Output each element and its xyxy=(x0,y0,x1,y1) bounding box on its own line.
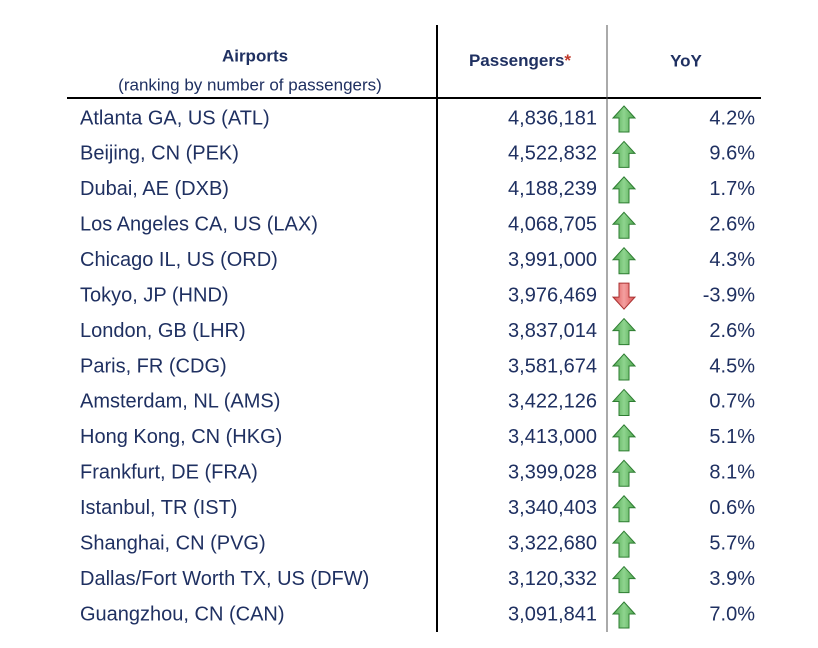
airport-name: Los Angeles CA, US (LAX) xyxy=(80,214,318,236)
passengers: 4,522,832 xyxy=(508,143,597,165)
passengers: 3,991,000 xyxy=(508,249,597,271)
yoy: 7.0% xyxy=(709,603,755,625)
yoy: 1.7% xyxy=(709,178,755,200)
header-passengers-text: Passengers xyxy=(469,51,564,70)
airport-name: Beijing, CN (PEK) xyxy=(80,143,239,165)
airport-name: Hong Kong, CN (HKG) xyxy=(80,426,282,448)
airport-name: Frankfurt, DE (FRA) xyxy=(80,462,258,484)
airport-name: Paris, FR (CDG) xyxy=(80,355,227,377)
airport-name: Atlanta GA, US (ATL) xyxy=(80,107,270,129)
header-airports-note: (ranking by number of passengers) xyxy=(118,75,382,94)
arrow-up xyxy=(611,211,637,239)
airport-name: Dubai, AE (DXB) xyxy=(80,178,229,200)
passengers: 3,413,000 xyxy=(508,426,597,448)
yoy: -3.9% xyxy=(703,284,755,306)
passengers: 3,322,680 xyxy=(508,532,597,554)
arrow-up xyxy=(611,176,637,204)
header-airports: Airports xyxy=(222,46,288,65)
yoy: 3.9% xyxy=(709,568,755,590)
arrow-down xyxy=(611,282,637,310)
airport-name: Tokyo, JP (HND) xyxy=(80,284,229,306)
arrow-up xyxy=(611,246,637,275)
arrow-up xyxy=(611,459,637,487)
passengers: 3,120,332 xyxy=(508,568,597,590)
arrow-up xyxy=(611,317,637,346)
airport-name: Guangzhou, CN (CAN) xyxy=(80,603,285,625)
passengers: 3,581,674 xyxy=(508,355,597,377)
yoy: 2.6% xyxy=(709,320,755,342)
arrow-up xyxy=(611,530,637,558)
passengers: 3,091,841 xyxy=(508,603,597,625)
passengers: 3,976,469 xyxy=(508,284,597,306)
airport-name: Shanghai, CN (PVG) xyxy=(80,532,266,554)
passengers: 4,836,181 xyxy=(508,107,597,129)
airport-name: Chicago IL, US (ORD) xyxy=(80,249,278,271)
yoy: 5.7% xyxy=(709,532,755,554)
passengers: 4,068,705 xyxy=(508,214,597,236)
yoy: 8.1% xyxy=(709,462,755,484)
airport-name: Dallas/Fort Worth TX, US (DFW) xyxy=(80,568,369,590)
yoy: 5.1% xyxy=(709,426,755,448)
airport-name: London, GB (LHR) xyxy=(80,320,246,342)
airport-name: Istanbul, TR (IST) xyxy=(80,497,237,519)
header-yoy: YoY xyxy=(670,51,702,70)
header-passengers-mark: * xyxy=(564,51,571,70)
arrow-up xyxy=(611,353,637,381)
yoy: 4.3% xyxy=(709,249,755,271)
passengers: 3,399,028 xyxy=(508,462,597,484)
yoy: 9.6% xyxy=(709,143,755,165)
arrow-up xyxy=(611,140,637,168)
yoy: 4.5% xyxy=(709,355,755,377)
arrow-up xyxy=(611,494,637,523)
arrow-up xyxy=(611,565,637,594)
arrow-up xyxy=(611,601,637,629)
yoy: 4.2% xyxy=(709,107,755,129)
header-passengers: Passengers* xyxy=(469,51,571,70)
table-body: Atlanta GA, US (ATL) 4,836,181 4.2% Beijing… xyxy=(80,105,755,629)
yoy: 2.6% xyxy=(709,214,755,236)
arrow-up xyxy=(611,388,637,416)
passengers: 3,340,403 xyxy=(508,497,597,519)
yoy: 0.6% xyxy=(709,497,755,519)
arrow-up xyxy=(611,424,637,452)
passengers: 4,188,239 xyxy=(508,178,597,200)
passengers: 3,422,126 xyxy=(508,391,597,413)
arrow-up xyxy=(611,105,637,133)
airport-name: Amsterdam, NL (AMS) xyxy=(80,391,280,413)
passengers: 3,837,014 xyxy=(508,320,597,342)
yoy: 0.7% xyxy=(709,391,755,413)
